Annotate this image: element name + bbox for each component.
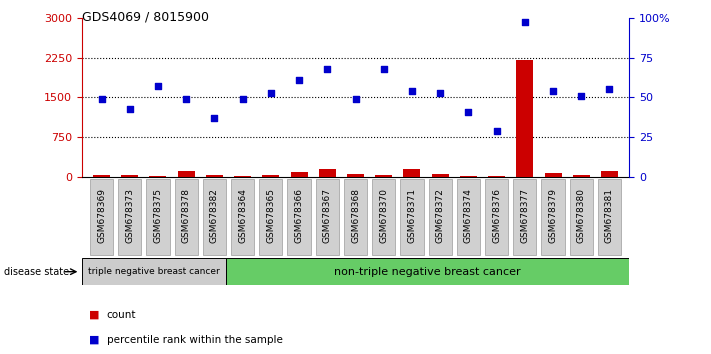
Point	[237, 96, 248, 102]
Text: GSM678375: GSM678375	[154, 188, 162, 243]
Bar	[260, 179, 282, 255]
Bar	[542, 179, 565, 255]
Text: disease state: disease state	[4, 267, 69, 277]
Bar	[545, 173, 562, 177]
Point	[265, 90, 277, 95]
Text: GSM678372: GSM678372	[436, 188, 444, 243]
Point	[350, 96, 361, 102]
Point	[181, 96, 192, 102]
Point	[321, 66, 333, 72]
Bar	[178, 171, 195, 177]
Bar	[93, 175, 110, 177]
Bar	[400, 179, 424, 255]
Text: GSM678376: GSM678376	[492, 188, 501, 243]
Text: GSM678371: GSM678371	[407, 188, 417, 243]
Bar	[460, 176, 477, 177]
Point	[434, 90, 446, 95]
Text: GSM678378: GSM678378	[182, 188, 191, 243]
Text: GSM678374: GSM678374	[464, 188, 473, 243]
Bar	[149, 176, 166, 177]
Bar	[226, 258, 629, 285]
Text: GSM678377: GSM678377	[520, 188, 529, 243]
Bar	[231, 179, 255, 255]
Bar	[485, 179, 508, 255]
Bar	[570, 179, 593, 255]
Bar	[287, 179, 311, 255]
Point	[576, 93, 587, 98]
Text: GSM678380: GSM678380	[577, 188, 586, 243]
Bar	[344, 179, 367, 255]
Bar	[316, 179, 339, 255]
Point	[406, 88, 417, 94]
Point	[547, 88, 559, 94]
Bar	[175, 179, 198, 255]
Text: GSM678367: GSM678367	[323, 188, 332, 243]
Bar	[403, 169, 420, 177]
Bar	[375, 176, 392, 177]
Point	[152, 83, 164, 89]
Text: ■: ■	[89, 310, 100, 320]
Text: GSM678370: GSM678370	[379, 188, 388, 243]
Bar	[262, 176, 279, 177]
Text: non-triple negative breast cancer: non-triple negative breast cancer	[334, 267, 521, 277]
Text: ■: ■	[89, 335, 100, 345]
Point	[491, 128, 502, 133]
Bar	[429, 179, 451, 255]
Point	[124, 105, 135, 111]
Text: GSM678368: GSM678368	[351, 188, 360, 243]
Point	[96, 96, 107, 102]
Bar	[601, 171, 618, 177]
Text: GSM678365: GSM678365	[267, 188, 275, 243]
Bar	[118, 179, 141, 255]
Text: triple negative breast cancer: triple negative breast cancer	[88, 267, 220, 276]
Bar	[291, 172, 308, 177]
Text: GSM678364: GSM678364	[238, 188, 247, 243]
Bar	[598, 179, 621, 255]
Point	[463, 109, 474, 115]
Bar	[206, 175, 223, 177]
Text: GSM678382: GSM678382	[210, 188, 219, 243]
Bar	[82, 258, 226, 285]
Bar	[203, 179, 226, 255]
Bar	[456, 179, 480, 255]
Point	[519, 19, 530, 25]
Text: percentile rank within the sample: percentile rank within the sample	[107, 335, 282, 345]
Text: GSM678369: GSM678369	[97, 188, 106, 243]
Text: GSM678373: GSM678373	[125, 188, 134, 243]
Text: GSM678366: GSM678366	[294, 188, 304, 243]
Text: GDS4069 / 8015900: GDS4069 / 8015900	[82, 11, 209, 24]
Text: count: count	[107, 310, 136, 320]
Text: GSM678379: GSM678379	[549, 188, 557, 243]
Bar	[573, 175, 589, 177]
Bar	[319, 169, 336, 177]
Bar	[513, 179, 536, 255]
Bar	[122, 176, 138, 177]
Point	[604, 86, 615, 92]
Bar	[347, 175, 364, 177]
Point	[378, 66, 390, 72]
Bar	[488, 176, 505, 177]
Text: GSM678381: GSM678381	[605, 188, 614, 243]
Bar	[146, 179, 169, 255]
Bar	[372, 179, 395, 255]
Bar	[516, 60, 533, 177]
Bar	[432, 174, 449, 177]
Point	[294, 77, 305, 83]
Point	[209, 115, 220, 121]
Bar	[90, 179, 113, 255]
Bar	[234, 176, 251, 177]
